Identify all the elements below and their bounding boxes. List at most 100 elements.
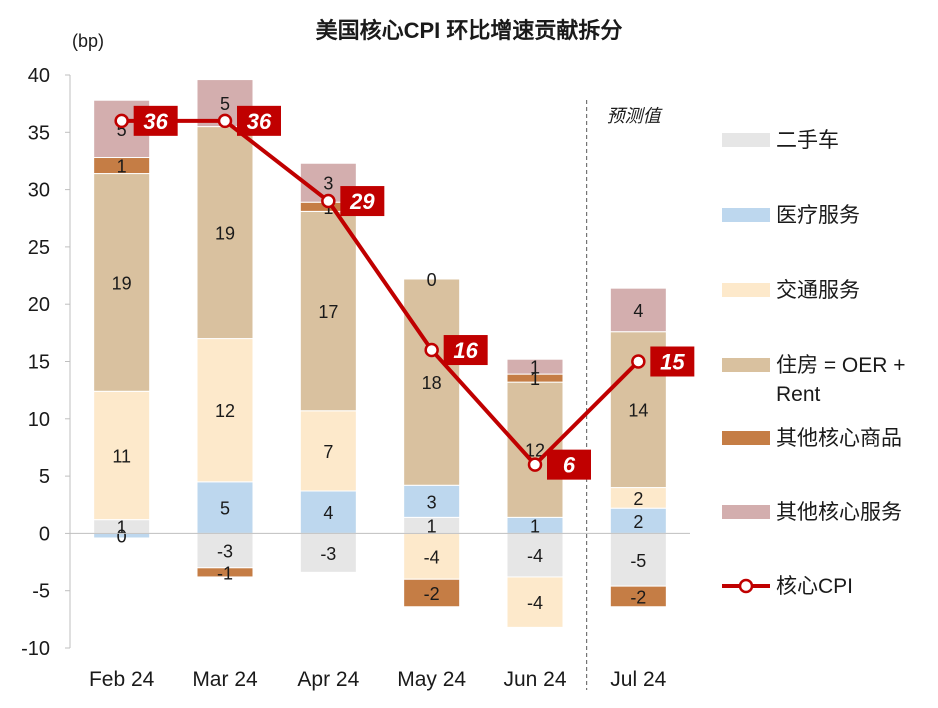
bar-segment: [609, 507, 667, 534]
bar-value-label: 12: [525, 441, 545, 461]
bar-segment: [196, 567, 254, 578]
bar-segment: [609, 532, 667, 587]
bar-value-label: 3: [323, 174, 333, 194]
core-cpi-line: 36 36 29 16 6 1 5: [114, 105, 695, 480]
unit-label: (bp): [72, 31, 104, 51]
bar-segment: [196, 126, 254, 340]
bar-value-label: 18: [422, 373, 442, 393]
bar-segment: [196, 338, 254, 483]
bar-value-label: -4: [424, 547, 440, 567]
bar-value-label: 4: [633, 301, 643, 321]
bar-value-label: 5: [117, 120, 127, 140]
bar-value-label: 14: [628, 401, 648, 421]
bar-segment: [403, 278, 461, 486]
core-cpi-point: [114, 113, 129, 129]
y-tick-label: 30: [28, 180, 50, 202]
x-tick-label: Apr 24: [297, 668, 359, 691]
bar-segment: [403, 578, 461, 608]
core-cpi-point: [527, 457, 543, 472]
core-cpi-value-label: 36: [247, 109, 272, 134]
core-cpi-value-label: 29: [349, 189, 375, 214]
bar-segment: [93, 390, 151, 521]
bar-value-label: 2: [633, 512, 643, 532]
legend-label: 交通服务: [776, 279, 860, 302]
bar-value-label: -2: [424, 584, 440, 604]
bar-value-label: 11: [112, 446, 131, 466]
bar-value-label: 3: [427, 492, 437, 512]
bar-value-label: 19: [215, 224, 235, 244]
core-cpi-value-label: 36: [143, 109, 168, 134]
bar-segment: [299, 410, 357, 492]
legend-label: 二手车: [776, 129, 839, 152]
y-tick-label: 10: [28, 409, 50, 431]
bar-value-label: 1: [117, 518, 127, 538]
bar-value-label: 1: [117, 157, 127, 177]
core-cpi-point: [321, 193, 336, 209]
y-tick-label: -5: [32, 581, 50, 603]
bar-value-label: -3: [320, 544, 336, 564]
bar-value-label: 1: [530, 369, 540, 389]
core-cpi-value-box: [237, 105, 281, 136]
bar-segment: [506, 576, 564, 628]
bar-segment: [299, 532, 357, 573]
bar-value-label: 2: [633, 489, 643, 509]
core-cpi-value-box: [443, 335, 488, 366]
core-cpi-value-box: [133, 105, 178, 136]
legend-label: 住房 = OER + Rent: [776, 354, 906, 406]
y-tick-label: 5: [39, 466, 50, 488]
y-tick-label: 25: [28, 237, 50, 259]
bar-value-label: 17: [318, 302, 338, 322]
bar-value-label: 12: [215, 401, 235, 421]
core-cpi-value-label: 6: [563, 453, 576, 478]
y-tick-label: -10: [21, 638, 50, 660]
legend-swatch: [722, 505, 770, 519]
bar-value-label: 19: [112, 273, 132, 293]
bar-value-label: 0: [427, 270, 437, 290]
legend-swatch: [722, 431, 770, 445]
legend-label: 其他核心服务: [776, 501, 902, 524]
x-tick-label: Feb 24: [89, 668, 155, 691]
bar-value-label: -1: [217, 563, 233, 583]
chart-title: 美国核心CPI 环比增速贡献拆分: [316, 18, 623, 43]
forecast-label: 预测值: [607, 106, 664, 126]
bar-segment: [609, 287, 667, 333]
y-tick-label: 0: [39, 523, 50, 545]
legend-label: 医疗服务: [776, 204, 860, 227]
bar-value-label: 7: [323, 442, 333, 462]
bar-segment: [93, 173, 151, 392]
bar-value-label: 1: [530, 358, 540, 378]
y-tick-label: 35: [28, 122, 50, 144]
legend-line-marker: [738, 578, 754, 594]
core-cpi-value-box: [650, 346, 695, 377]
core-cpi-point: [424, 342, 439, 358]
bar-value-label: -3: [217, 542, 233, 562]
bars: [93, 79, 667, 628]
bar-value-label: 1: [530, 516, 540, 536]
legend-swatch: [722, 358, 770, 372]
bar-value-label: 1: [427, 516, 437, 536]
y-tick-label: 20: [28, 294, 50, 316]
bar-value-label: 0: [117, 527, 127, 547]
y-tick-label: 40: [28, 65, 50, 87]
bar-value-label: -5: [630, 551, 646, 571]
bar-value-label: 5: [220, 94, 230, 114]
x-tick-label: Mar 24: [192, 668, 258, 691]
bar-segment: [403, 532, 461, 580]
core-cpi-point: [631, 354, 646, 369]
core-cpi-point: [217, 113, 233, 129]
bar-value-label: 4: [323, 503, 333, 523]
bar-value-label: 5: [220, 499, 230, 519]
core-cpi-value-box: [547, 449, 591, 480]
bar-segment: [299, 210, 357, 412]
x-tick-label: May 24: [397, 668, 466, 691]
legend-swatch: [722, 208, 770, 222]
core-cpi-value-label: 16: [453, 338, 478, 363]
bar-segment: [609, 585, 667, 608]
bar-segment: [506, 358, 564, 375]
core-cpi-polyline: [121, 118, 640, 467]
bar-value-label: -4: [527, 546, 543, 566]
bar-value-label: -2: [630, 587, 646, 607]
